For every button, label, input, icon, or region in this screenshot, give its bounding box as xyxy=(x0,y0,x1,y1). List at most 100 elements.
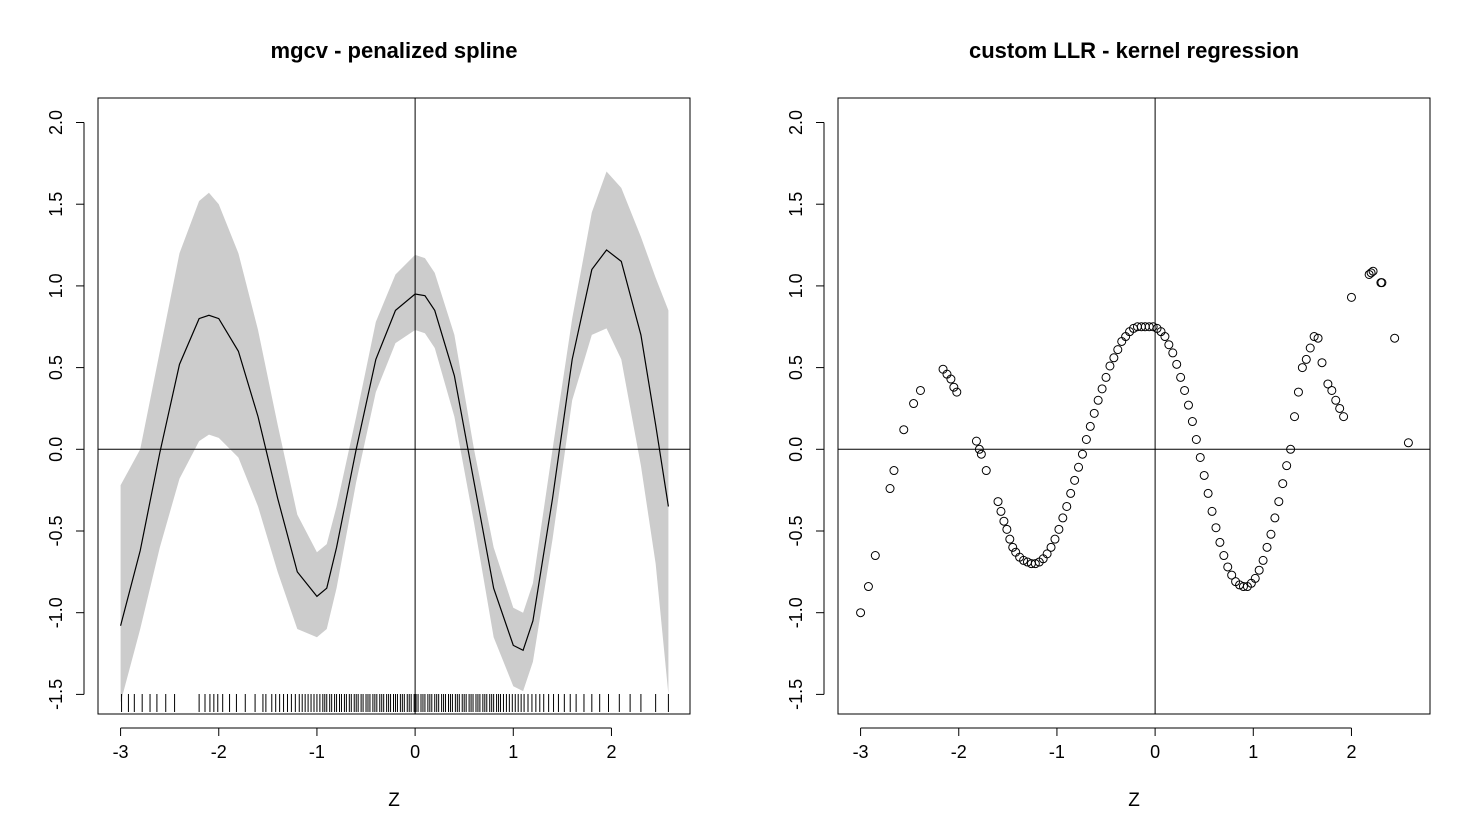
data-point xyxy=(1346,292,1356,302)
data-point xyxy=(1266,529,1276,539)
data-point xyxy=(1305,343,1315,353)
fitted-curve xyxy=(119,249,669,652)
data-point xyxy=(1301,354,1311,364)
x-tick-label: -2 xyxy=(211,742,227,762)
y-tick-label: 1.0 xyxy=(786,273,806,298)
data-point xyxy=(1368,266,1378,276)
x-axis-label: Z xyxy=(388,790,400,811)
data-point xyxy=(1219,551,1229,561)
y-tick-label: 1.5 xyxy=(786,192,806,217)
data-point xyxy=(1002,524,1012,534)
x-tick-label: -3 xyxy=(113,742,129,762)
data-point xyxy=(1183,400,1193,410)
data-point xyxy=(1093,395,1103,405)
data-point xyxy=(949,382,959,392)
data-point xyxy=(1270,513,1280,523)
data-point xyxy=(1199,470,1209,480)
data-point xyxy=(856,608,866,618)
data-point xyxy=(1109,353,1119,363)
data-point xyxy=(1297,363,1307,373)
data-point xyxy=(1191,434,1201,444)
y-tick-label: -1.0 xyxy=(46,597,66,628)
data-point xyxy=(1081,434,1091,444)
data-point xyxy=(1042,549,1052,559)
data-point xyxy=(976,449,986,459)
data-point xyxy=(1070,475,1080,485)
data-point xyxy=(1293,387,1303,397)
data-point xyxy=(999,516,1009,526)
x-tick-label: -1 xyxy=(309,742,325,762)
data-point xyxy=(1180,385,1190,395)
data-point xyxy=(1160,332,1170,342)
y-tick-label: 0.5 xyxy=(46,355,66,380)
data-point xyxy=(889,466,899,476)
data-point xyxy=(1164,340,1174,350)
data-point xyxy=(1030,559,1040,569)
data-point xyxy=(1309,332,1319,342)
data-point xyxy=(1262,542,1272,552)
y-tick-label: 0.5 xyxy=(786,355,806,380)
y-tick-label: -1.5 xyxy=(786,679,806,710)
data-point xyxy=(1097,384,1107,394)
data-point xyxy=(1207,506,1217,516)
data-point xyxy=(1250,573,1260,583)
data-point xyxy=(1274,497,1284,507)
data-point xyxy=(1331,395,1341,405)
data-point xyxy=(1062,501,1072,511)
chart-panel-mgcv: mgcv - penalized spline -3 -2 -1 0 1 2 -1.5 -1.… xyxy=(46,38,691,811)
data-point xyxy=(1148,322,1158,332)
y-tick-label: 1.0 xyxy=(46,273,66,298)
data-point xyxy=(1008,542,1018,552)
data-point xyxy=(1223,562,1233,572)
y-tick-label: 0.0 xyxy=(786,437,806,462)
data-point xyxy=(1005,534,1015,544)
chart-title: custom LLR - kernel regression xyxy=(969,38,1299,63)
x-tick-label: -2 xyxy=(951,742,967,762)
data-point xyxy=(1058,513,1068,523)
plot-area: -3 -2 -1 0 1 2 -1.5 -1.0 -0.5 0.0 0.5 1.0 1.5 2.0 xyxy=(46,97,691,762)
y-tick-label: 0.0 xyxy=(46,437,66,462)
data-point xyxy=(1290,412,1300,422)
data-point xyxy=(1105,361,1115,371)
y-tick-label: 2.0 xyxy=(786,110,806,135)
plot-frame xyxy=(97,97,691,715)
x-tick-label: -3 xyxy=(853,742,869,762)
data-point xyxy=(1286,444,1296,454)
y-tick-label: -1.0 xyxy=(786,597,806,628)
data-point xyxy=(1282,461,1292,471)
x-axis-label: Z xyxy=(1128,790,1140,811)
data-point xyxy=(870,551,880,561)
data-point xyxy=(1254,565,1264,575)
data-point xyxy=(1335,403,1345,413)
data-point xyxy=(952,387,962,397)
data-point xyxy=(899,425,909,435)
data-point xyxy=(1327,385,1337,395)
x-tick-label: 1 xyxy=(508,742,518,762)
x-tick-label: 0 xyxy=(1150,742,1160,762)
data-point xyxy=(1050,534,1060,544)
data-point xyxy=(1313,333,1323,343)
data-point xyxy=(974,444,984,454)
data-point xyxy=(971,436,981,446)
y-tick-label: 1.5 xyxy=(46,192,66,217)
data-point xyxy=(1077,449,1087,459)
data-point xyxy=(981,466,991,476)
data-point xyxy=(1195,452,1205,462)
data-point xyxy=(1054,524,1064,534)
data-point xyxy=(1238,582,1248,592)
y-tick-label: 2.0 xyxy=(46,110,66,135)
data-point xyxy=(885,484,895,494)
data-point xyxy=(1323,379,1333,389)
data-point xyxy=(996,506,1006,516)
x-tick-label: 2 xyxy=(606,742,616,762)
data-point xyxy=(1258,555,1268,565)
data-point xyxy=(1403,438,1413,448)
data-point xyxy=(1168,348,1178,358)
data-point xyxy=(1176,372,1186,382)
y-tick-label: -1.5 xyxy=(46,679,66,710)
data-point xyxy=(1339,412,1349,422)
data-point xyxy=(1066,488,1076,498)
y-tick-label: -0.5 xyxy=(46,515,66,546)
data-point xyxy=(1074,462,1084,472)
